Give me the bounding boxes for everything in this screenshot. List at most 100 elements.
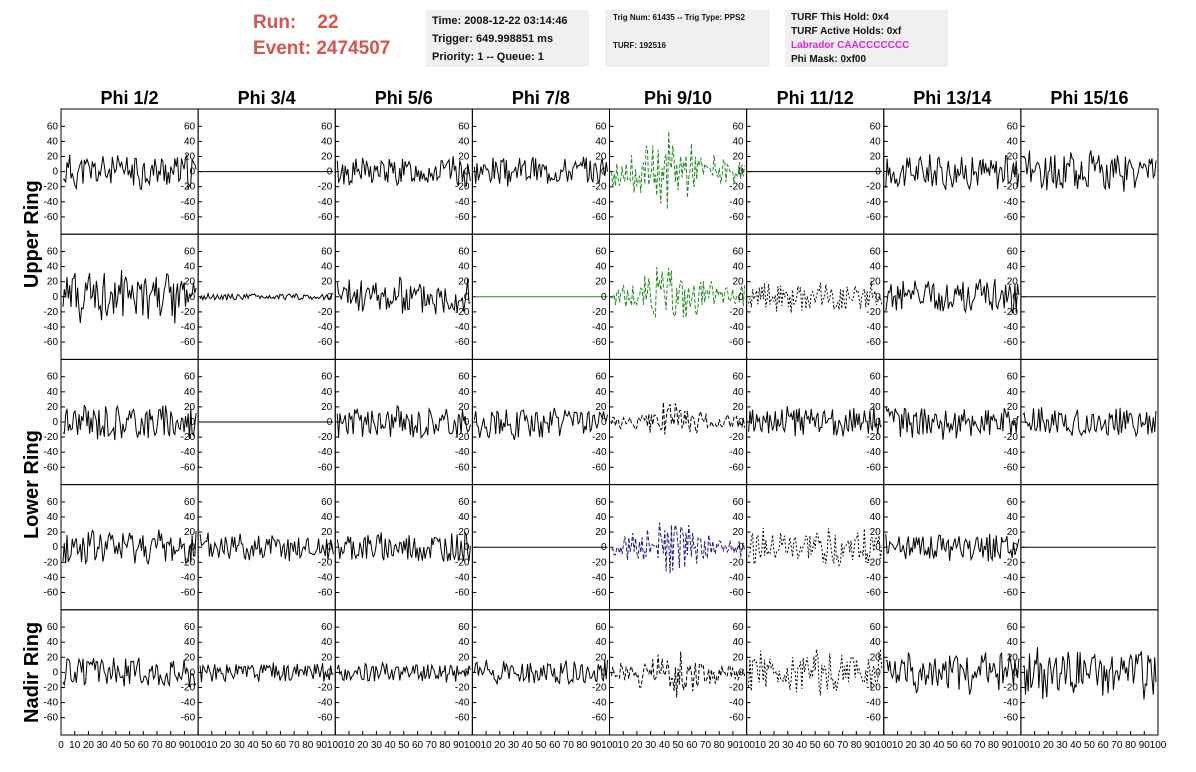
x-tick-label: 90 [453,740,465,751]
y-tick-label: -20 [455,557,470,568]
column-header: Phi 5/6 [375,88,433,108]
y-tick-label: -20 [455,182,470,193]
priority-text: Priority: 1 -- Queue: 1 [432,51,544,63]
y-tick-label: 40 [733,637,745,648]
x-tick-label: 30 [645,740,657,751]
series-line [336,404,471,439]
y-tick-label: 0 [327,292,333,303]
y-tick-label: -60 [181,462,196,473]
y-tick-label: -20 [1003,182,1018,193]
y-tick-label: 20 [733,652,745,663]
y-tick-label: 0 [190,417,196,428]
x-tick-label: 40 [659,740,671,751]
x-tick-label: 40 [385,740,397,751]
y-tick-label: -20 [318,182,333,193]
panel-frame [883,358,1022,486]
series-line [336,532,471,562]
y-tick-label: 60 [595,372,607,383]
y-tick-label: 20 [47,152,59,163]
column-header: Phi 11/12 [777,88,854,108]
y-tick-label: 0 [52,667,58,678]
series-line [199,662,334,683]
y-tick-label: -60 [44,462,59,473]
y-tick-label: 40 [47,387,59,398]
x-tick-label: 80 [165,740,177,751]
x-tick-label: 70 [837,740,849,751]
y-tick-label: 0 [190,542,196,553]
y-tick-label: 60 [1007,372,1019,383]
x-tick-label: 80 [988,740,1000,751]
y-tick-label: 0 [601,167,607,178]
y-tick-label: -20 [729,182,744,193]
y-tick-label: 40 [1007,387,1019,398]
y-tick-label: 60 [47,497,59,508]
y-tick-label: -20 [318,557,333,568]
x-tick-label: 90 [864,740,876,751]
y-tick-label: -20 [44,432,59,443]
y-tick-label: 60 [733,121,745,132]
y-tick-label: 60 [321,622,333,633]
y-tick-label: -40 [729,698,744,709]
y-tick-label: -20 [455,307,470,318]
column-header: Phi 7/8 [512,88,570,108]
y-tick-label: 40 [1007,637,1019,648]
y-tick-label: -40 [455,322,470,333]
column-header: Phi 1/2 [101,88,159,108]
y-tick-label: -20 [866,307,881,318]
x-tick-label: 20 [906,740,918,751]
y-tick-label: -20 [866,432,881,443]
x-tick-label: 10 [618,740,630,751]
x-tick-label: 50 [673,740,685,751]
y-tick-label: -60 [866,713,881,724]
y-tick-label: -40 [592,698,607,709]
y-tick-label: -20 [1003,557,1018,568]
y-tick-label: 0 [601,542,607,553]
y-tick-label: 60 [733,622,745,633]
y-tick-label: 0 [875,542,881,553]
column-header: Phi 13/14 [913,88,991,108]
x-tick-label: 20 [1043,740,1055,751]
y-tick-label: 0 [738,167,744,178]
x-tick-label: 20 [494,740,506,751]
y-tick-label: 0 [327,542,333,553]
y-tick-label: -40 [318,572,333,583]
panel-frame [746,609,885,736]
y-tick-label: 40 [458,512,470,523]
y-tick-label: 60 [458,372,470,383]
y-tick-label: -40 [318,698,333,709]
y-tick-label: -40 [592,197,607,208]
y-tick-label: 40 [595,262,607,273]
y-tick-label: -60 [181,713,196,724]
y-tick-label: 40 [595,512,607,523]
y-tick-label: 20 [595,277,607,288]
y-tick-label: 60 [870,121,882,132]
y-tick-label: 40 [321,387,333,398]
x-tick-label: 10 [892,740,904,751]
y-tick-label: -60 [44,337,59,348]
y-tick-label: 20 [184,152,196,163]
y-tick-label: 60 [458,622,470,633]
y-tick-label: -40 [729,572,744,583]
y-tick-label: -40 [592,322,607,333]
y-tick-label: 60 [184,622,196,633]
y-tick-label: -40 [729,447,744,458]
y-tick-label: -60 [592,212,607,223]
series-line [748,406,883,437]
x-tick-label: 100 [464,740,481,751]
y-tick-label: 40 [870,512,882,523]
y-tick-label: 20 [870,527,882,538]
y-tick-label: 0 [1012,667,1018,678]
y-tick-label: -20 [181,432,196,443]
y-tick-label: 20 [47,652,59,663]
x-tick-label: 10 [1029,740,1041,751]
x-tick-label: 70 [974,740,986,751]
y-tick-label: 40 [595,637,607,648]
series-line [336,660,471,683]
series-line [611,131,746,210]
series-line [611,266,746,319]
y-tick-label: -40 [44,698,59,709]
x-tick-label: 10 [343,740,355,751]
y-tick-label: 20 [870,152,882,163]
ring-label: Nadir Ring [21,622,43,723]
y-tick-label: 20 [733,152,745,163]
